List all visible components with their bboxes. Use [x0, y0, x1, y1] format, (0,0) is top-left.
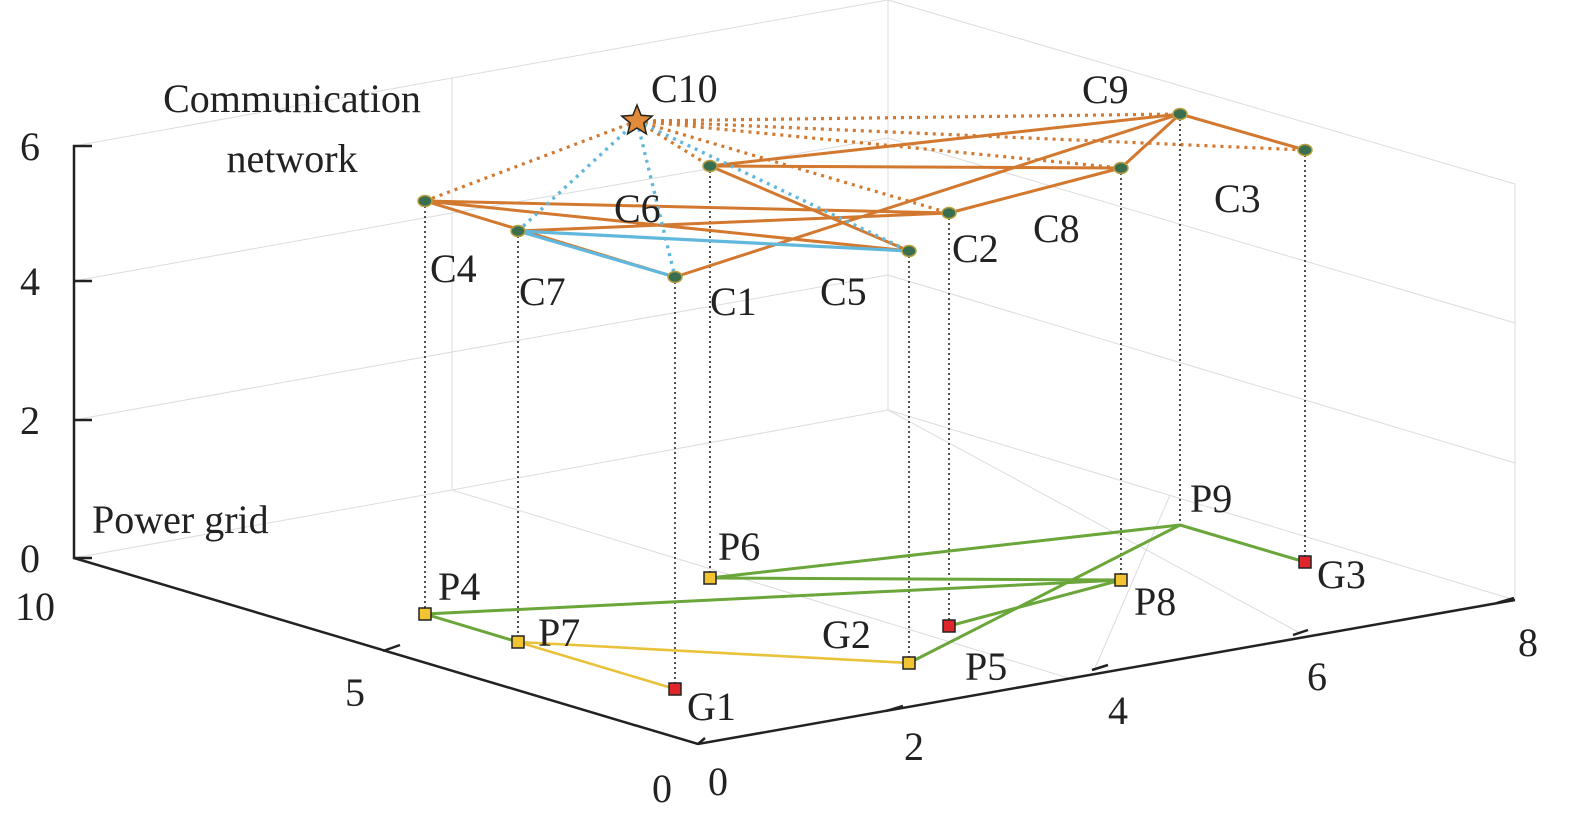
control-center-star-icon [619, 102, 655, 136]
communication-node-label: C8 [1033, 206, 1080, 251]
x-tick-label: 2 [904, 724, 924, 769]
z-tick-label: 0 [20, 536, 40, 581]
communication-layer [424, 112, 1306, 279]
axes [72, 144, 1516, 746]
communication-node [1113, 161, 1129, 175]
z-tick-label: 2 [20, 398, 40, 443]
power-line [709, 576, 1122, 582]
hub-control-link [516, 119, 639, 233]
hub-link [636, 119, 1122, 170]
load-node [902, 656, 916, 670]
branch-line [517, 640, 676, 691]
x-tick-label: 0 [708, 759, 728, 804]
power-node-label: P9 [1190, 476, 1232, 521]
z-tick-label: 6 [20, 124, 40, 169]
communication-node-label: C5 [820, 269, 867, 314]
hub-link [636, 119, 711, 168]
power-line [424, 612, 519, 644]
load-node [703, 571, 717, 585]
interlayer-dependency-lines [424, 114, 1306, 689]
hub-link [636, 119, 950, 215]
y-tick-label: 0 [652, 766, 672, 811]
communication-link [674, 112, 1181, 279]
communication-node [702, 159, 718, 173]
y-tick-label: 10 [15, 584, 55, 629]
communication-node [667, 270, 683, 284]
communication-node [901, 244, 917, 258]
communication-link [709, 112, 1181, 168]
load-node [1114, 573, 1128, 587]
communication-node [1172, 107, 1188, 121]
communication-node [1297, 143, 1313, 157]
background-grid [73, 0, 1516, 681]
communication-node-label: C2 [952, 226, 999, 271]
communication-link [424, 199, 950, 215]
power-line [709, 523, 1181, 580]
communication-node-label: C7 [519, 269, 566, 314]
communication-node [941, 206, 957, 220]
communication-node-label: C4 [430, 246, 477, 291]
load-node [418, 607, 432, 621]
communication-link [948, 166, 1122, 215]
communication-node-label: C1 [710, 279, 757, 324]
generator-node [1298, 555, 1312, 569]
node-labels: G1 G2 G3 P4 P5 P6 P7 P8 P9 C1 C2 C3 C4 C5 C6 C7 C8 C9 C10 [430, 66, 1366, 729]
communication-link [709, 164, 1122, 170]
power-node-label: P6 [718, 524, 760, 569]
power-line [908, 523, 1181, 665]
generator-node [668, 682, 682, 696]
power-node-label: P8 [1134, 579, 1176, 624]
power-node-label: P4 [438, 564, 480, 609]
communication-title-line1: Communication [163, 76, 421, 121]
nodes [417, 102, 1313, 696]
load-node [511, 635, 525, 649]
hub-link [424, 119, 638, 203]
branch-line [517, 640, 910, 665]
communication-node-label: C3 [1214, 176, 1261, 221]
x-tick-label: 6 [1307, 654, 1327, 699]
power-node-label: P7 [538, 610, 580, 655]
communication-link [517, 211, 950, 233]
layer-titles: Communication network Power grid [92, 76, 421, 542]
communication-node [510, 224, 526, 238]
hub-control-link [635, 120, 677, 278]
communication-node [417, 194, 433, 208]
communication-link [1179, 112, 1306, 152]
communication-node-label: C10 [651, 66, 718, 111]
control-link [517, 229, 910, 253]
x-tick-label: 4 [1108, 688, 1128, 733]
z-tick-label: 4 [20, 259, 40, 304]
x-tick-label: 8 [1518, 620, 1538, 665]
power-line [424, 578, 1122, 616]
power-grid-layer [424, 523, 1306, 691]
power-line [948, 578, 1122, 628]
communication-node-label: C6 [614, 186, 661, 231]
communication-node-label: C9 [1082, 67, 1129, 112]
control-link [517, 229, 676, 279]
power-node-label: G2 [822, 612, 871, 657]
hub-control-link [636, 119, 910, 253]
tick-labels: 0 2 4 6 10 5 0 0 2 4 6 8 [15, 124, 1538, 811]
y-tick-label: 5 [345, 670, 365, 715]
hub-link [636, 119, 1306, 152]
communication-link [1119, 112, 1182, 170]
generator-node [942, 619, 956, 633]
power-node-label: P5 [965, 644, 1007, 689]
communication-title-line2: network [226, 136, 357, 181]
power-grid-title: Power grid [92, 497, 269, 542]
power-node-label: G3 [1317, 552, 1366, 597]
power-node-label: G1 [687, 684, 736, 729]
hub-link [636, 112, 1181, 123]
power-line [1179, 523, 1306, 564]
